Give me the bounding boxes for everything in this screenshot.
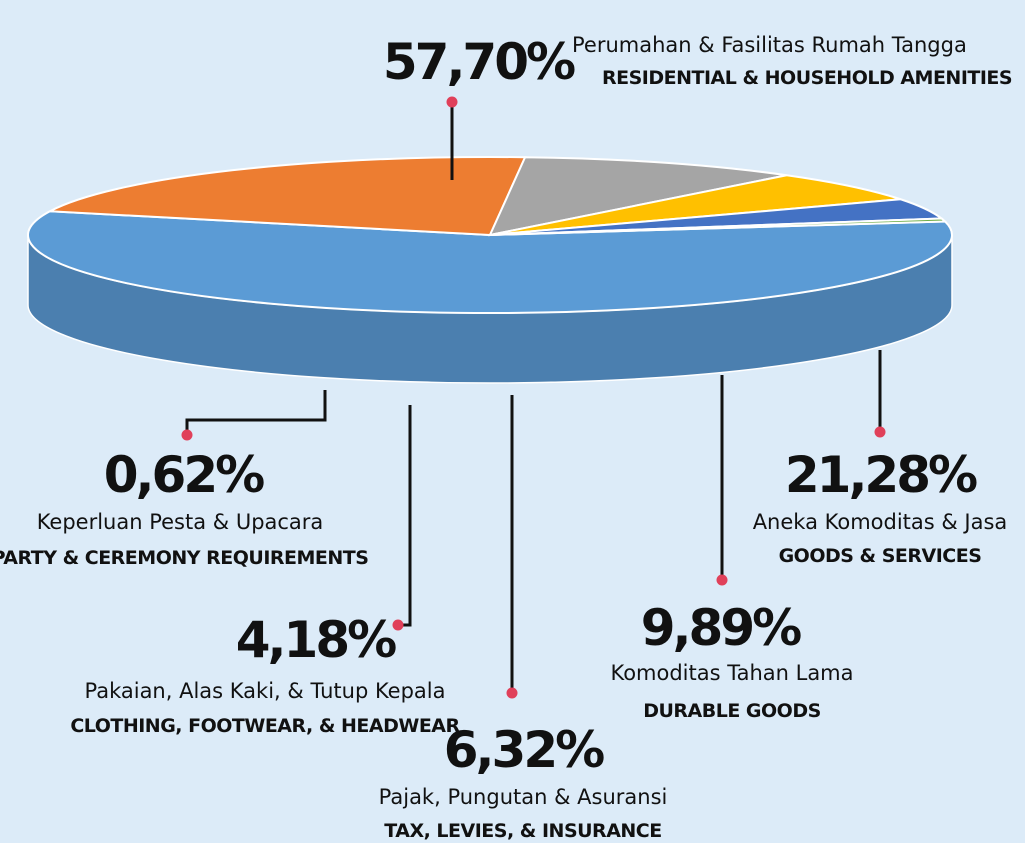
- slice: [489, 217, 948, 236]
- slice-label: 0,62% Keperluan Pesta & Upacara PARTY & CE…: [0, 390, 369, 569]
- value-label: 4,18%: [236, 611, 396, 669]
- leader-dot: [716, 574, 728, 586]
- category-label: Perumahan & Fasilitas Rumah Tangga: [572, 33, 967, 57]
- leader-dot: [446, 96, 458, 108]
- value-label: 6,32%: [444, 721, 604, 779]
- category-label-en: CLOTHING, FOOTWEAR, & HEADWEAR: [70, 715, 460, 737]
- slice-label: 6,32% Pajak, Pungutan & Asuransi TAX, LEVI…: [379, 395, 668, 842]
- leader-line: [398, 405, 412, 627]
- category-label-en: TAX, LEVIES, & INSURANCE: [384, 820, 661, 842]
- category-label: Keperluan Pesta & Upacara: [37, 510, 324, 534]
- slice: [46, 155, 527, 237]
- slice-label: 21,28% Aneka Komoditas & Jasa GOODS & SERV…: [753, 350, 1008, 567]
- leader-dot: [392, 619, 404, 631]
- slice: [27, 210, 953, 314]
- category-label: Pajak, Pungutan & Asuransi: [379, 785, 668, 809]
- leader-line: [185, 390, 327, 435]
- slice-label: 4,18% Pakaian, Alas Kaki, & Tutup Kepala C…: [70, 405, 461, 737]
- category-label-en: RESIDENTIAL & HOUSEHOLD AMENITIES: [602, 67, 1012, 89]
- category-label-en: GOODS & SERVICES: [779, 545, 982, 567]
- category-label: Pakaian, Alas Kaki, & Tutup Kepala: [84, 679, 445, 703]
- category-label: Komoditas Tahan Lama: [610, 661, 853, 685]
- leader-dot: [181, 429, 193, 441]
- slice-label: 9,89% Komoditas Tahan Lama DURABLE GOODS: [610, 375, 854, 722]
- pie: [27, 155, 953, 384]
- leader-dot: [506, 687, 518, 699]
- value-label: 9,89%: [641, 599, 801, 657]
- slice: [488, 156, 787, 237]
- category-label-en: DURABLE GOODS: [643, 700, 821, 722]
- value-label: 21,28%: [785, 446, 977, 504]
- value-label: 0,62%: [104, 446, 264, 504]
- slice: [489, 174, 901, 236]
- category-label: Aneka Komoditas & Jasa: [753, 510, 1008, 534]
- slice-label: 57,70%Perumahan & Fasilitas Rumah Tangga…: [383, 33, 1013, 180]
- category-label-en: PARTY & CEREMONY REQUIREMENTS: [0, 547, 368, 569]
- leader-dot: [874, 426, 886, 438]
- value-label: 57,70%: [383, 33, 575, 91]
